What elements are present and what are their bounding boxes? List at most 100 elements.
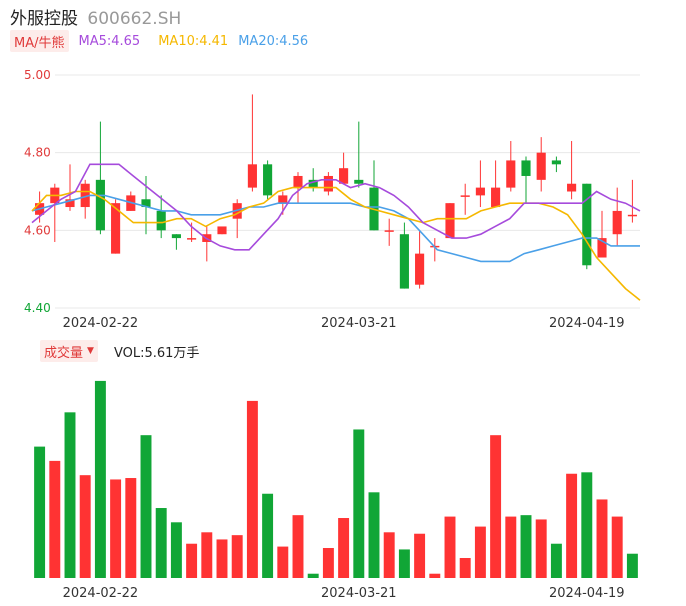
volume-bar — [186, 543, 198, 578]
candle-body — [95, 179, 105, 231]
candle-body — [308, 179, 318, 188]
candle-body — [187, 238, 197, 240]
candle-body — [141, 199, 151, 208]
volume-bar — [292, 515, 304, 578]
candle-body — [506, 160, 516, 188]
volume-bar — [246, 400, 258, 578]
volume-bar — [429, 573, 441, 578]
x-tick-label: 2024-02-22 — [63, 316, 139, 331]
volume-bar — [459, 558, 471, 578]
volume-bar — [596, 499, 608, 578]
volume-bar — [216, 539, 228, 578]
candle-body — [445, 203, 455, 239]
volume-bar — [64, 412, 76, 578]
volume-bar — [34, 446, 46, 578]
volume-bar — [140, 435, 152, 578]
volume-bar — [338, 518, 350, 578]
x-tick-label: 2024-04-19 — [549, 586, 625, 601]
candle-body — [521, 160, 531, 176]
volume-bar — [398, 549, 410, 578]
candle-body — [80, 183, 90, 208]
candle-body — [612, 210, 622, 235]
volume-bar — [94, 380, 106, 578]
volume-bar — [581, 472, 593, 578]
candle-body — [111, 203, 121, 254]
stock-name: 外服控股 — [10, 9, 78, 29]
ma10-legend: MA10:4.41 — [158, 33, 229, 49]
y-tick-label: 5.00 — [24, 68, 51, 82]
x-tick-label: 2024-02-22 — [63, 586, 139, 601]
ma10-line — [31, 186, 641, 301]
candle-body — [293, 175, 303, 188]
candle-body — [460, 195, 470, 197]
x-tick-label: 2024-03-21 — [321, 586, 397, 601]
y-tick-label: 4.60 — [24, 223, 51, 237]
candle-body — [399, 234, 409, 289]
candle-body — [415, 253, 425, 285]
ma20-line — [31, 194, 640, 263]
volume-bar — [550, 543, 562, 578]
candle-body — [339, 168, 349, 184]
candle-body — [323, 175, 333, 192]
candle-body — [597, 238, 607, 258]
volume-selector-label: 成交量 — [44, 345, 84, 361]
volume-bar — [626, 553, 638, 578]
volume-bar — [231, 535, 243, 578]
volume-bar — [110, 479, 122, 578]
ma-selector-button[interactable]: MA/牛熊 — [10, 30, 69, 52]
volume-bar — [444, 516, 456, 578]
volume-bar — [383, 532, 395, 578]
volume-bar — [368, 492, 380, 578]
candle-body — [491, 187, 501, 208]
volume-bar — [490, 435, 502, 578]
volume-bar — [155, 508, 167, 578]
volume-bar — [201, 532, 213, 578]
volume-bar — [322, 548, 334, 578]
stock-title: 外服控股 600662.SH — [10, 4, 181, 29]
candle-body — [65, 199, 75, 208]
ma-legend: MA/牛熊 MA5:4.65 MA10:4.41 MA20:4.56 — [10, 30, 308, 52]
volume-readout: VOL:5.61万手 — [113, 345, 200, 361]
volume-bar — [414, 533, 426, 578]
candle-body — [156, 210, 166, 231]
volume-bar — [566, 473, 578, 578]
candle-body — [475, 187, 485, 196]
candle-body — [171, 234, 181, 239]
volume-bar — [474, 526, 486, 578]
candle-body — [567, 183, 577, 192]
candle-body — [551, 160, 561, 165]
volume-bar — [535, 519, 547, 578]
volume-legend: 成交量 ▼ VOL:5.61万手 — [40, 340, 199, 362]
candle-body — [354, 179, 364, 184]
candle-body — [536, 152, 546, 180]
candle-body — [247, 164, 257, 188]
caret-down-icon: ▼ — [87, 346, 94, 356]
candle-body — [582, 183, 592, 266]
y-tick-label: 4.80 — [24, 146, 51, 160]
candle-body — [263, 164, 273, 196]
volume-selector-button[interactable]: 成交量 ▼ — [40, 340, 98, 362]
volume-bar — [170, 522, 182, 578]
x-tick-label: 2024-03-21 — [321, 316, 397, 331]
volume-bar — [262, 493, 274, 578]
candle-body — [278, 195, 288, 204]
x-tick-label: 2024-04-19 — [549, 316, 625, 331]
ma20-legend: MA20:4.56 — [238, 33, 309, 49]
volume-bar — [520, 515, 532, 578]
stock-code: 600662.SH — [87, 9, 182, 29]
candle-body — [384, 230, 394, 232]
candle-body — [217, 226, 227, 235]
volume-bar — [125, 478, 137, 578]
volume-bar — [277, 546, 289, 578]
volume-bar — [79, 475, 91, 578]
y-tick-label: 4.40 — [24, 301, 51, 315]
volume-bar — [307, 573, 319, 578]
volume-bar — [505, 516, 517, 578]
ma5-legend: MA5:4.65 — [78, 33, 141, 49]
ma5-line — [31, 163, 641, 251]
volume-bar — [353, 429, 365, 578]
volume-bar — [611, 516, 623, 578]
volume-bar — [49, 460, 61, 578]
candle-body — [627, 214, 637, 217]
